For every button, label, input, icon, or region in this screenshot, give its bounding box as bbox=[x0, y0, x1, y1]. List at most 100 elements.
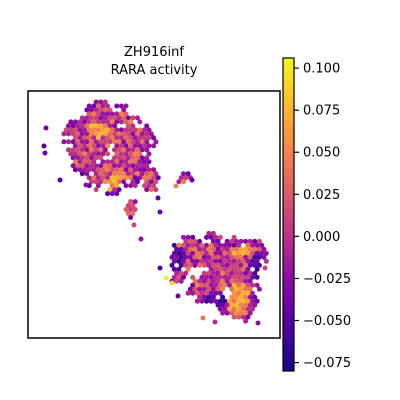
spot bbox=[93, 99, 99, 105]
spot bbox=[213, 290, 219, 296]
spot bbox=[123, 103, 129, 109]
spot bbox=[224, 302, 230, 308]
spot bbox=[118, 135, 124, 141]
spot bbox=[105, 111, 111, 117]
spot bbox=[86, 111, 92, 117]
spot bbox=[187, 286, 193, 292]
spot bbox=[93, 107, 99, 113]
spot bbox=[105, 175, 111, 181]
spot bbox=[100, 127, 106, 133]
spot bbox=[116, 171, 122, 177]
spot bbox=[72, 135, 78, 141]
spot bbox=[100, 151, 106, 157]
spot bbox=[89, 123, 94, 129]
spot bbox=[233, 302, 239, 308]
spot bbox=[217, 306, 223, 312]
spot bbox=[116, 163, 122, 169]
spot bbox=[190, 274, 196, 280]
spot bbox=[229, 246, 235, 252]
spot bbox=[114, 143, 120, 149]
spot bbox=[250, 306, 255, 312]
spot bbox=[116, 131, 122, 137]
spot bbox=[250, 250, 255, 256]
spot bbox=[217, 266, 223, 272]
chart-title-line-2: RARA activity bbox=[111, 63, 198, 78]
spot bbox=[118, 127, 124, 133]
spot bbox=[107, 171, 113, 177]
spot bbox=[236, 314, 242, 320]
spot bbox=[240, 306, 246, 312]
spot bbox=[187, 254, 193, 260]
spot bbox=[112, 179, 117, 185]
spot bbox=[132, 167, 138, 173]
spot bbox=[91, 151, 97, 157]
spot bbox=[93, 147, 99, 153]
spot bbox=[146, 143, 152, 149]
spot bbox=[95, 175, 101, 181]
spot bbox=[121, 139, 127, 145]
spot bbox=[102, 139, 108, 145]
spot bbox=[146, 135, 152, 141]
spot bbox=[82, 159, 88, 165]
spot bbox=[112, 171, 117, 177]
spot bbox=[146, 127, 152, 133]
spot bbox=[254, 250, 260, 256]
spot bbox=[250, 242, 255, 248]
spot bbox=[84, 155, 90, 161]
spot bbox=[75, 139, 81, 145]
spot bbox=[181, 250, 186, 256]
spot bbox=[72, 167, 78, 173]
spot bbox=[217, 258, 223, 264]
spot bbox=[185, 242, 191, 248]
spot bbox=[153, 179, 159, 185]
spot bbox=[61, 139, 67, 145]
spot bbox=[247, 262, 253, 268]
spot bbox=[224, 270, 230, 276]
spot bbox=[42, 150, 48, 156]
spot bbox=[98, 131, 104, 137]
spot bbox=[139, 131, 145, 137]
spot bbox=[102, 99, 108, 105]
spot bbox=[243, 310, 249, 316]
spot bbox=[77, 151, 83, 157]
spot bbox=[130, 147, 136, 153]
spot bbox=[210, 270, 216, 276]
spot bbox=[176, 266, 182, 272]
spot bbox=[98, 107, 104, 113]
spot bbox=[208, 274, 214, 280]
spot bbox=[227, 274, 232, 280]
spot bbox=[98, 155, 104, 161]
spot bbox=[135, 139, 140, 145]
spot bbox=[130, 115, 136, 121]
spot bbox=[206, 246, 212, 252]
spot bbox=[77, 135, 83, 141]
spot bbox=[121, 115, 127, 121]
spot bbox=[125, 139, 131, 145]
spot bbox=[229, 294, 235, 300]
spot bbox=[102, 107, 108, 113]
spot bbox=[222, 242, 228, 248]
spot bbox=[109, 135, 115, 141]
spot bbox=[118, 111, 124, 117]
spot bbox=[213, 250, 219, 256]
spot bbox=[192, 262, 198, 268]
spot bbox=[138, 236, 144, 242]
spot bbox=[210, 238, 216, 244]
spot bbox=[197, 278, 203, 284]
spot bbox=[79, 139, 85, 145]
spot bbox=[185, 266, 191, 272]
spot bbox=[91, 111, 97, 117]
spot bbox=[183, 270, 189, 276]
spot bbox=[82, 135, 88, 141]
spot bbox=[245, 258, 251, 264]
spot bbox=[114, 151, 120, 157]
spot bbox=[130, 203, 136, 209]
spot bbox=[116, 155, 122, 161]
spot bbox=[192, 286, 198, 292]
spot bbox=[123, 159, 129, 165]
spot bbox=[107, 179, 113, 185]
spot bbox=[229, 302, 235, 308]
spot bbox=[224, 278, 230, 284]
spot bbox=[118, 143, 124, 149]
spot bbox=[204, 258, 209, 264]
